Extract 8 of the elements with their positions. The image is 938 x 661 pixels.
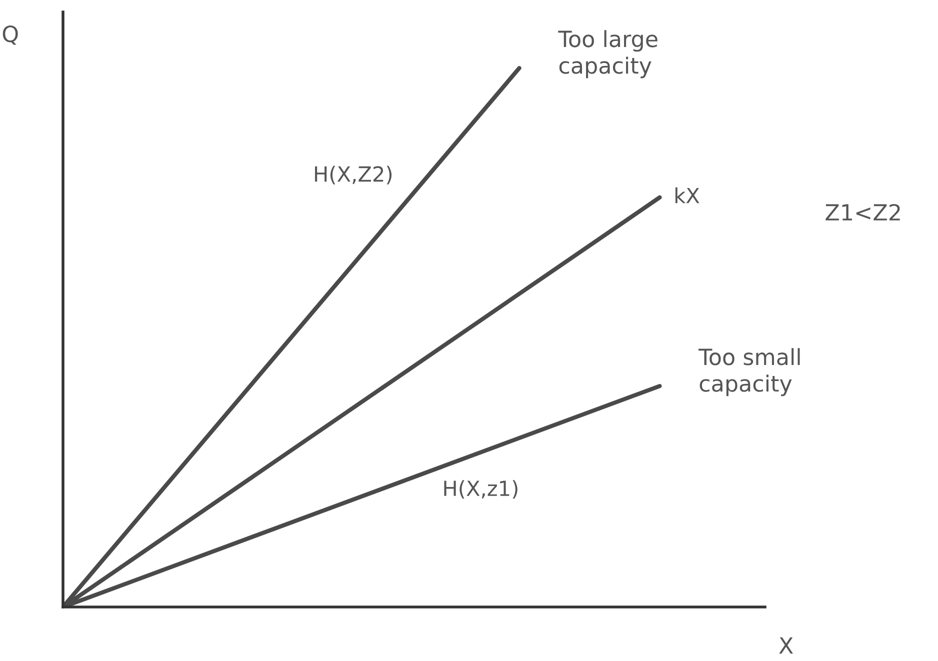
annotation: Too small capacity bbox=[698, 348, 800, 396]
text: Z1<Z2 bbox=[826, 204, 900, 220]
x-axis-title: X bbox=[779, 637, 793, 654]
series-label: H(X,Z2) bbox=[315, 166, 392, 184]
annotation: Too large capacity bbox=[558, 30, 658, 78]
series-label: kX bbox=[675, 187, 700, 204]
y-axis-title: Q bbox=[2, 25, 18, 45]
series-label: H(X,z1) bbox=[444, 480, 518, 499]
